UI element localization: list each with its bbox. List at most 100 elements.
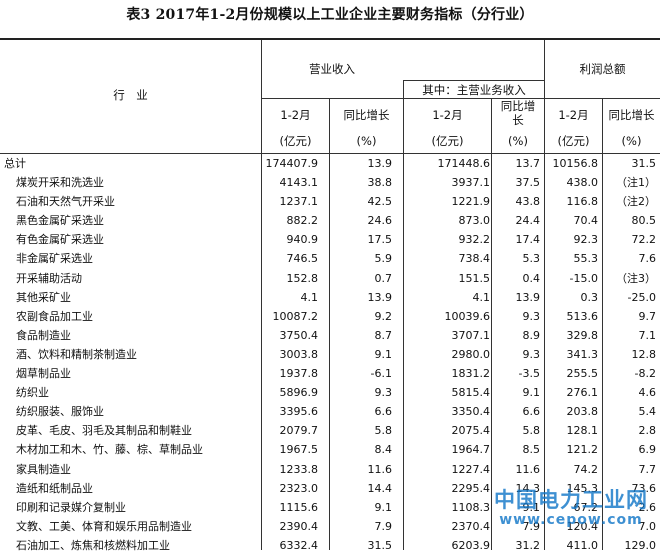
revenue-value: 4.1 bbox=[300, 290, 319, 304]
main-revenue-value: 2370.4 bbox=[451, 519, 491, 533]
profit-yoy-value: 7.1 bbox=[638, 328, 657, 342]
main-revenue-yoy-value: 11.6 bbox=[515, 462, 541, 476]
profit-period-header: 1-2月 bbox=[558, 108, 589, 122]
profit-header: 利润总额 bbox=[579, 62, 626, 76]
profit-value: 276.1 bbox=[566, 386, 599, 400]
profit-unit-header: (亿元) bbox=[557, 134, 590, 148]
main-revenue-value: 10039.6 bbox=[444, 309, 491, 323]
group-header-rule bbox=[262, 98, 660, 99]
profit-value: 116.8 bbox=[566, 195, 599, 209]
main-revenue-yoy-value: 13.7 bbox=[515, 157, 541, 170]
column-divider bbox=[602, 98, 603, 550]
industry-name: 石油加工、炼焦和核燃料加工业 bbox=[16, 538, 170, 552]
revenue-value: 2079.7 bbox=[279, 424, 319, 438]
main-revenue-value: 932.2 bbox=[458, 233, 491, 247]
industry-name: 纺织服装、服饰业 bbox=[16, 405, 104, 419]
industry-name: 木材加工和木、竹、藤、棕、草制品业 bbox=[16, 443, 203, 457]
table-row: 黑色金属矿采选业 882.2 24.6 873.0 24.4 70.4 80.5 bbox=[0, 211, 660, 230]
main-revenue-value: 171448.6 bbox=[437, 157, 491, 170]
industry-name: 皮革、毛皮、羽毛及其制品和制鞋业 bbox=[16, 424, 192, 438]
profit-value: 74.2 bbox=[573, 462, 599, 476]
industry-name: 其他采矿业 bbox=[16, 290, 71, 304]
industry-name: 黑色金属矿采选业 bbox=[16, 214, 104, 228]
table-body: 总计 174407.9 13.9 171448.6 13.7 10156.8 31.5 煤炭… bbox=[0, 154, 660, 555]
main-revenue-value: 1227.4 bbox=[451, 462, 491, 476]
header-bottom-rule bbox=[0, 153, 660, 154]
main-revenue-yoy-value: 31.2 bbox=[515, 538, 541, 552]
revenue-header: 营业收入 bbox=[309, 62, 355, 76]
revenue-yoy-value: 9.2 bbox=[374, 309, 393, 323]
revenue-yoy-value: 17.5 bbox=[367, 233, 393, 247]
main-revenue-yoy-value: 9.3 bbox=[522, 347, 541, 361]
table-row: 其他采矿业 4.1 13.9 4.1 13.9 0.3 -25.0 bbox=[0, 288, 660, 307]
industry-header: 行 业 bbox=[113, 88, 148, 102]
industry-name: 非金属矿采选业 bbox=[16, 252, 93, 266]
revenue-value: 2323.0 bbox=[279, 481, 319, 495]
profit-yoy-value: 72.2 bbox=[631, 233, 657, 247]
revenue-value: 746.5 bbox=[286, 252, 319, 266]
main-revenue-value: 4.1 bbox=[472, 290, 491, 304]
main-revenue-yoy-value: 8.9 bbox=[522, 328, 541, 342]
main-revenue-yoy-value: 6.6 bbox=[522, 405, 541, 419]
table-row: 石油加工、炼焦和核燃料加工业 6332.4 31.5 6203.9 31.2 411.0 1… bbox=[0, 536, 660, 555]
main-yoy-header: 同比增长 bbox=[500, 99, 536, 127]
table-row: 有色金属矿采选业 940.9 17.5 932.2 17.4 92.3 72.2 bbox=[0, 230, 660, 249]
profit-value: 121.2 bbox=[566, 443, 599, 457]
profit-yoy-value: 2.8 bbox=[638, 424, 657, 438]
main-revenue-value: 738.4 bbox=[458, 252, 491, 266]
main-revenue-value: 3937.1 bbox=[451, 176, 491, 190]
profit-yoy-value: （注3） bbox=[616, 271, 656, 285]
revenue-yoy-value: 8.7 bbox=[374, 328, 393, 342]
table-row: 煤炭开采和洗选业 4143.1 38.8 3937.1 37.5 438.0 （注1） bbox=[0, 173, 660, 192]
industry-name: 酒、饮料和精制茶制造业 bbox=[16, 347, 137, 361]
main-revenue-yoy-value: 24.4 bbox=[515, 214, 541, 228]
main-revenue-value: 873.0 bbox=[458, 214, 491, 228]
profit-value: 0.3 bbox=[580, 290, 599, 304]
main-revenue-value: 1108.3 bbox=[451, 500, 491, 514]
main-revenue-yoy-value: 43.8 bbox=[515, 195, 541, 209]
column-divider bbox=[403, 80, 404, 550]
revenue-yoy-value: 38.8 bbox=[367, 176, 393, 190]
main-revenue-yoy-value: 37.5 bbox=[515, 176, 541, 190]
profit-yoy-value: （注2） bbox=[616, 195, 656, 209]
profit-yoy-value: 12.8 bbox=[631, 347, 657, 361]
table-row: 非金属矿采选业 746.5 5.9 738.4 5.3 55.3 7.6 bbox=[0, 249, 660, 268]
table-row: 印刷和记录媒介复制业 1115.6 9.1 1108.3 9.1 67.2 2.6 bbox=[0, 498, 660, 517]
industry-name: 有色金属矿采选业 bbox=[16, 233, 104, 247]
profit-value: 67.2 bbox=[573, 500, 599, 514]
main-revenue-yoy-value: 9.1 bbox=[522, 386, 541, 400]
revenue-value: 940.9 bbox=[286, 233, 319, 247]
profit-value: 128.1 bbox=[566, 424, 599, 438]
revenue-value: 1967.5 bbox=[279, 443, 319, 457]
table-row: 纺织服装、服饰业 3395.6 6.6 3350.4 6.6 203.8 5.4 bbox=[0, 402, 660, 421]
revenue-yoy-value: 13.9 bbox=[367, 157, 393, 170]
table-row: 食品制造业 3750.4 8.7 3707.1 8.9 329.8 7.1 bbox=[0, 326, 660, 345]
main-yoy-unit-header: (%) bbox=[508, 134, 528, 148]
industry-name: 食品制造业 bbox=[16, 328, 71, 342]
revenue-yoy-value: 0.7 bbox=[374, 271, 393, 285]
revenue-value: 152.8 bbox=[286, 271, 319, 285]
profit-yoy-value: 6.9 bbox=[638, 443, 657, 457]
revenue-yoy-value: 24.6 bbox=[367, 214, 393, 228]
main-revenue-yoy-value: 8.5 bbox=[522, 443, 541, 457]
industry-name: 文教、工美、体育和娱乐用品制造业 bbox=[16, 519, 192, 533]
industry-name: 家具制造业 bbox=[16, 462, 71, 476]
main-revenue-value: 2075.4 bbox=[451, 424, 491, 438]
revenue-value: 1115.6 bbox=[279, 500, 319, 514]
revenue-yoy-value: 42.5 bbox=[367, 195, 393, 209]
profit-value: 120.4 bbox=[566, 519, 599, 533]
revenue-yoy-value: 9.1 bbox=[374, 500, 393, 514]
profit-yoy-value: 31.5 bbox=[631, 157, 657, 170]
revenue-yoy-unit-header: (%) bbox=[356, 134, 377, 148]
main-revenue-value: 1831.2 bbox=[451, 367, 491, 381]
industry-name: 开采辅助活动 bbox=[16, 271, 82, 285]
revenue-yoy-value: 5.8 bbox=[374, 424, 393, 438]
profit-value: -15.0 bbox=[569, 271, 598, 285]
revenue-value: 3395.6 bbox=[279, 405, 319, 419]
revenue-yoy-value: 11.6 bbox=[367, 462, 393, 476]
profit-yoy-value: 73.6 bbox=[631, 481, 657, 495]
industry-name: 印刷和记录媒介复制业 bbox=[16, 500, 126, 514]
main-revenue-value: 2980.0 bbox=[451, 347, 491, 361]
revenue-value: 6332.4 bbox=[279, 538, 319, 552]
profit-yoy-unit-header: (%) bbox=[621, 134, 642, 148]
